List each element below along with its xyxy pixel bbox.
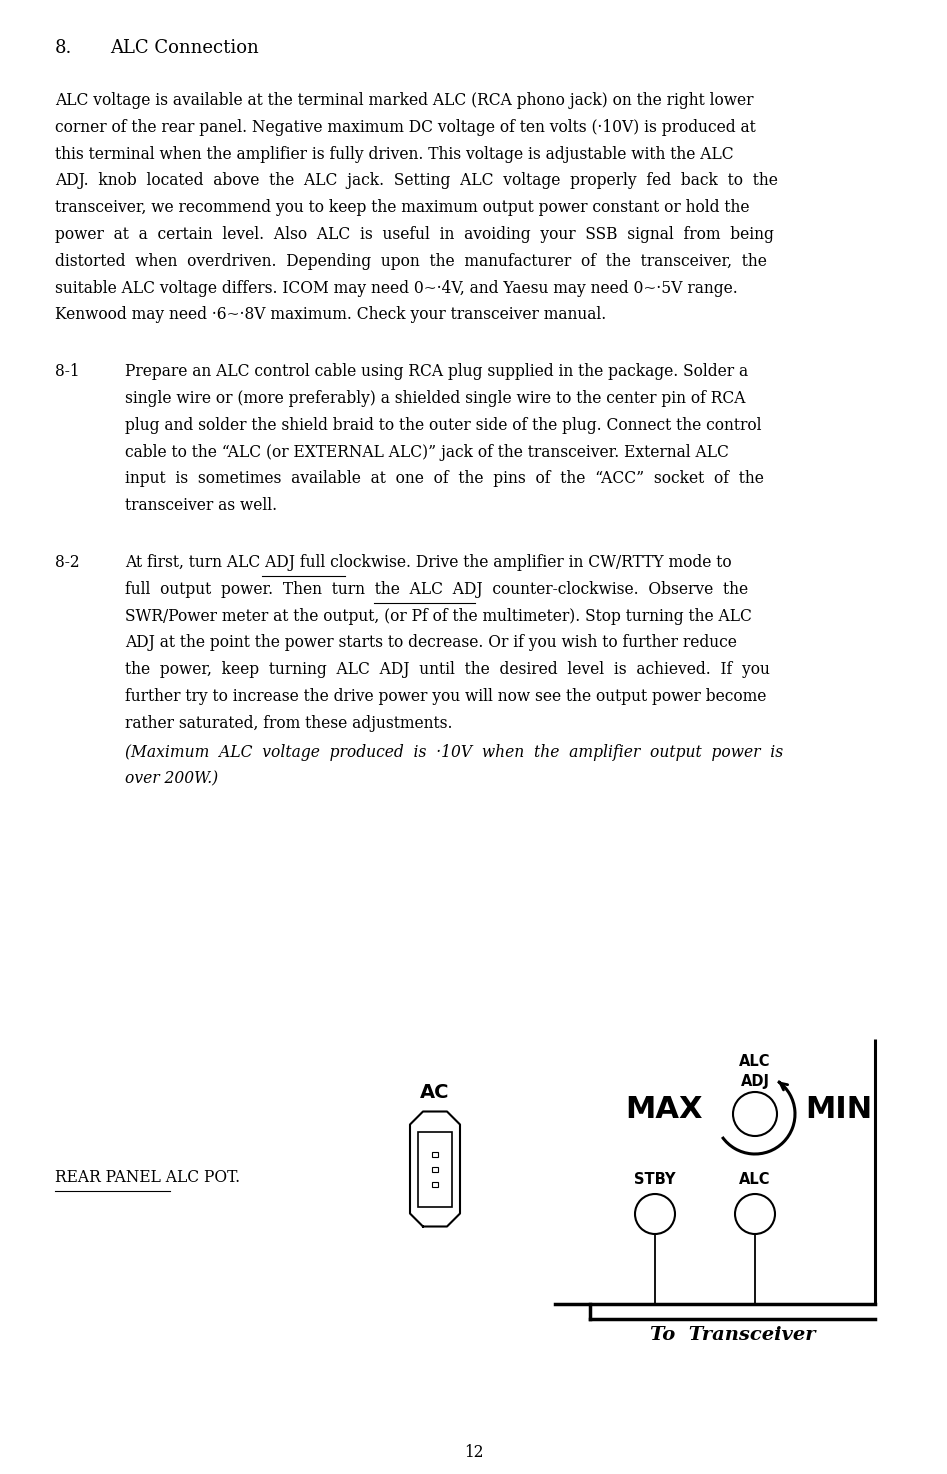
Text: ALC: ALC bbox=[740, 1172, 771, 1187]
Text: corner of the rear panel. Negative maximum DC voltage of ten volts (·10V) is pro: corner of the rear panel. Negative maxim… bbox=[55, 119, 756, 136]
Circle shape bbox=[635, 1194, 675, 1234]
Text: (Maximum  ALC  voltage  produced  is  ·10V  when  the  amplifier  output  power : (Maximum ALC voltage produced is ·10V wh… bbox=[125, 743, 783, 761]
Text: 8.: 8. bbox=[55, 38, 72, 57]
Text: this terminal when the amplifier is fully driven. This voltage is adjustable wit: this terminal when the amplifier is full… bbox=[55, 146, 734, 162]
Text: single wire or (more preferably) a shielded single wire to the center pin of RCA: single wire or (more preferably) a shiel… bbox=[125, 391, 745, 407]
Text: rather saturated, from these adjustments.: rather saturated, from these adjustments… bbox=[125, 715, 453, 731]
Text: transceiver, we recommend you to keep the maximum output power constant or hold : transceiver, we recommend you to keep th… bbox=[55, 199, 749, 217]
Bar bbox=[432, 1151, 438, 1157]
Text: distorted  when  overdriven.  Depending  upon  the  manufacturer  of  the  trans: distorted when overdriven. Depending upo… bbox=[55, 254, 767, 270]
Text: MAX: MAX bbox=[626, 1095, 703, 1123]
Bar bbox=[432, 1182, 438, 1187]
Circle shape bbox=[733, 1092, 777, 1136]
Text: ALC voltage is available at the terminal marked ALC (RCA phono jack) on the righ: ALC voltage is available at the terminal… bbox=[55, 91, 754, 109]
Text: ADJ.  knob  located  above  the  ALC  jack.  Setting  ALC  voltage  properly  fe: ADJ. knob located above the ALC jack. Se… bbox=[55, 172, 777, 189]
Text: the  power,  keep  turning  ALC  ADJ  until  the  desired  level  is  achieved. : the power, keep turning ALC ADJ until th… bbox=[125, 662, 770, 678]
Text: ALC: ALC bbox=[740, 1054, 771, 1069]
Text: full  output  power.  Then  turn  the  ALC  ADJ  counter-clockwise.  Observe  th: full output power. Then turn the ALC ADJ… bbox=[125, 581, 748, 598]
Text: further try to increase the drive power you will now see the output power become: further try to increase the drive power … bbox=[125, 688, 766, 705]
Text: Kenwood may need ·6~·8V maximum. Check your transceiver manual.: Kenwood may need ·6~·8V maximum. Check y… bbox=[55, 307, 606, 323]
Text: plug and solder the shield braid to the outer side of the plug. Connect the cont: plug and solder the shield braid to the … bbox=[125, 417, 761, 433]
Text: STBY: STBY bbox=[634, 1172, 676, 1187]
Text: To  Transceiver: To Transceiver bbox=[650, 1327, 815, 1344]
Text: ALC Connection: ALC Connection bbox=[110, 38, 259, 57]
Text: Prepare an ALC control cable using RCA plug supplied in the package. Solder a: Prepare an ALC control cable using RCA p… bbox=[125, 363, 748, 380]
Bar bbox=[418, 1132, 452, 1207]
Text: ADJ at the point the power starts to decrease. Or if you wish to further reduce: ADJ at the point the power starts to dec… bbox=[125, 634, 737, 652]
Bar bbox=[432, 1166, 438, 1172]
Text: input  is  sometimes  available  at  one  of  the  pins  of  the  “ACC”  socket : input is sometimes available at one of t… bbox=[125, 470, 764, 488]
Text: transceiver as well.: transceiver as well. bbox=[125, 497, 277, 514]
Text: MIN: MIN bbox=[805, 1095, 872, 1123]
Text: suitable ALC voltage differs. ICOM may need 0~·4V, and Yaesu may need 0~·5V rang: suitable ALC voltage differs. ICOM may n… bbox=[55, 280, 738, 296]
Text: cable to the “ALC (or EXTERNAL ALC)” jack of the transceiver. External ALC: cable to the “ALC (or EXTERNAL ALC)” jac… bbox=[125, 444, 729, 460]
Text: 12: 12 bbox=[464, 1445, 483, 1461]
Text: At first, turn ALC ADJ full clockwise. Drive the amplifier in CW/RTTY mode to: At first, turn ALC ADJ full clockwise. D… bbox=[125, 554, 732, 570]
Text: over 200W.): over 200W.) bbox=[125, 771, 218, 787]
Text: power  at  a  certain  level.  Also  ALC  is  useful  in  avoiding  your  SSB  s: power at a certain level. Also ALC is us… bbox=[55, 226, 774, 243]
Text: 8-1: 8-1 bbox=[55, 363, 80, 380]
Circle shape bbox=[735, 1194, 775, 1234]
Text: REAR PANEL ALC POT.: REAR PANEL ALC POT. bbox=[55, 1169, 241, 1187]
Text: 8-2: 8-2 bbox=[55, 554, 80, 570]
Text: AC: AC bbox=[420, 1082, 450, 1101]
Text: SWR/Power meter at the output, (or Pf of the multimeter). Stop turning the ALC: SWR/Power meter at the output, (or Pf of… bbox=[125, 607, 752, 625]
Text: ADJ: ADJ bbox=[741, 1075, 770, 1089]
